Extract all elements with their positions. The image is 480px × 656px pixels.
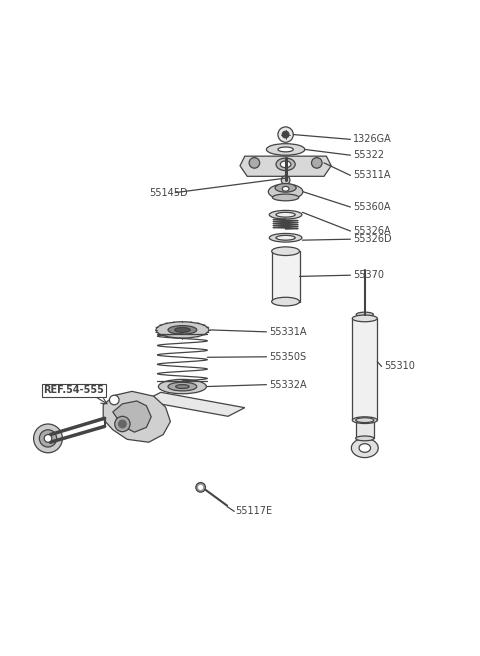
Text: 55326A: 55326A xyxy=(353,226,390,236)
Circle shape xyxy=(199,485,203,489)
Circle shape xyxy=(109,395,119,405)
Ellipse shape xyxy=(269,211,302,219)
Circle shape xyxy=(312,157,322,168)
Ellipse shape xyxy=(356,312,373,317)
Circle shape xyxy=(249,157,260,168)
Text: 55326D: 55326D xyxy=(353,234,391,244)
Circle shape xyxy=(44,434,52,442)
Ellipse shape xyxy=(269,234,302,242)
Ellipse shape xyxy=(266,144,305,155)
Circle shape xyxy=(115,417,130,432)
Circle shape xyxy=(196,483,205,492)
Text: 55331A: 55331A xyxy=(269,327,306,337)
Text: 1326GA: 1326GA xyxy=(353,134,392,144)
Ellipse shape xyxy=(356,436,374,441)
Text: 55117E: 55117E xyxy=(235,506,272,516)
Circle shape xyxy=(34,424,62,453)
Ellipse shape xyxy=(268,184,303,199)
Circle shape xyxy=(282,131,289,138)
Ellipse shape xyxy=(272,194,299,201)
Polygon shape xyxy=(240,156,331,176)
Polygon shape xyxy=(103,392,170,442)
Text: 55322: 55322 xyxy=(353,150,384,160)
Ellipse shape xyxy=(280,161,291,168)
Circle shape xyxy=(119,420,126,428)
Ellipse shape xyxy=(276,158,295,171)
Polygon shape xyxy=(113,401,151,432)
Ellipse shape xyxy=(352,315,377,321)
Text: 55350S: 55350S xyxy=(269,352,306,362)
Ellipse shape xyxy=(176,384,189,388)
Ellipse shape xyxy=(156,321,209,338)
Ellipse shape xyxy=(352,417,377,424)
Text: 55370: 55370 xyxy=(353,270,384,280)
Polygon shape xyxy=(144,392,245,417)
Bar xyxy=(356,420,374,438)
Ellipse shape xyxy=(356,418,374,422)
Circle shape xyxy=(281,176,290,184)
Circle shape xyxy=(39,430,57,447)
Bar xyxy=(272,251,300,302)
Ellipse shape xyxy=(276,213,295,217)
Ellipse shape xyxy=(175,327,190,333)
Bar xyxy=(352,318,377,420)
Ellipse shape xyxy=(359,443,371,453)
Ellipse shape xyxy=(168,382,197,391)
Text: 55332A: 55332A xyxy=(269,380,306,390)
Ellipse shape xyxy=(351,438,378,458)
Ellipse shape xyxy=(275,184,296,192)
Circle shape xyxy=(278,127,293,142)
Ellipse shape xyxy=(276,236,295,240)
Ellipse shape xyxy=(282,186,289,191)
Ellipse shape xyxy=(272,247,300,256)
Text: REF.54-555: REF.54-555 xyxy=(43,385,104,396)
Text: 55145D: 55145D xyxy=(149,188,187,197)
Text: 55310: 55310 xyxy=(384,361,415,371)
Ellipse shape xyxy=(168,325,197,335)
Ellipse shape xyxy=(278,147,293,152)
Text: 55360A: 55360A xyxy=(353,202,390,212)
Ellipse shape xyxy=(158,379,206,394)
Text: 55311A: 55311A xyxy=(353,171,390,180)
Ellipse shape xyxy=(272,297,300,306)
